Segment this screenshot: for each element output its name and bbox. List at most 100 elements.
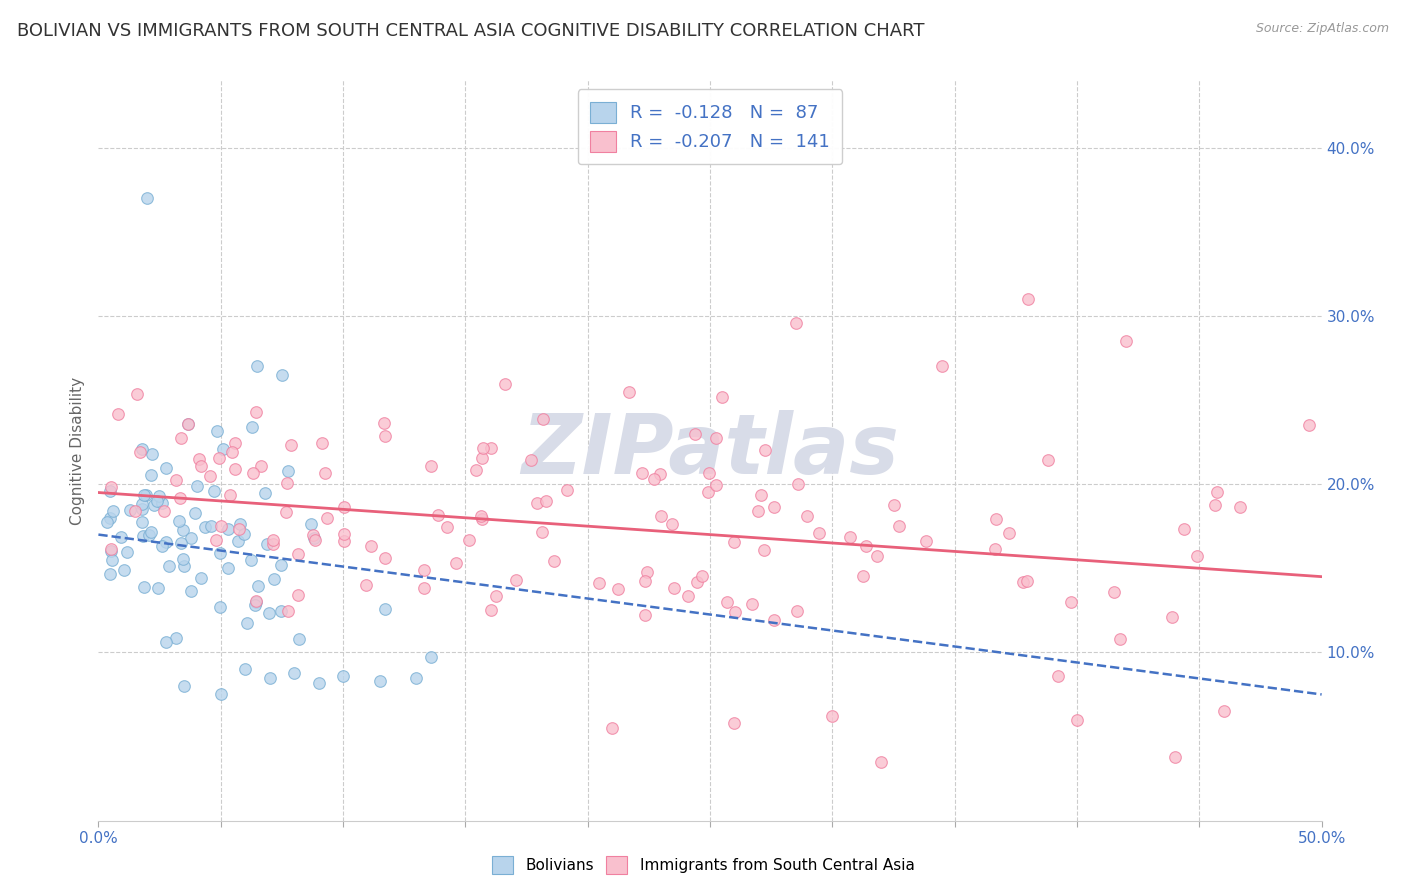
- Point: [315, 511, 337, 525]
- Point: [233, 662, 256, 676]
- Point: [148, 489, 170, 503]
- Point: [101, 504, 124, 518]
- Point: [141, 468, 163, 483]
- Point: [633, 574, 655, 589]
- Point: [209, 546, 232, 560]
- Point: [600, 721, 623, 735]
- Point: [472, 441, 495, 455]
- Point: [208, 600, 231, 615]
- Legend: R =  -0.128   N =  87, R =  -0.207   N =  141: R = -0.128 N = 87, R = -0.207 N = 141: [578, 89, 842, 164]
- Point: [1108, 632, 1130, 647]
- Point: [100, 567, 122, 582]
- Point: [855, 539, 877, 553]
- Point: [202, 483, 225, 498]
- Point: [180, 531, 202, 545]
- Point: [257, 606, 280, 620]
- Point: [984, 512, 1007, 526]
- Point: [245, 594, 267, 608]
- Y-axis label: Cognitive Disability: Cognitive Disability: [69, 376, 84, 524]
- Point: [588, 576, 610, 591]
- Point: [821, 709, 844, 723]
- Point: [606, 582, 628, 596]
- Point: [636, 565, 658, 579]
- Point: [531, 412, 554, 426]
- Point: [155, 635, 177, 649]
- Point: [427, 508, 450, 522]
- Point: [170, 536, 193, 550]
- Point: [412, 563, 434, 577]
- Point: [228, 522, 250, 536]
- Point: [169, 491, 191, 506]
- Point: [283, 665, 305, 680]
- Point: [650, 509, 672, 524]
- Point: [1115, 334, 1137, 348]
- Point: [470, 511, 492, 525]
- Point: [436, 519, 458, 533]
- Point: [205, 424, 228, 438]
- Point: [752, 542, 775, 557]
- Point: [141, 447, 163, 461]
- Point: [136, 191, 159, 205]
- Point: [808, 526, 831, 541]
- Point: [270, 603, 292, 617]
- Point: [209, 688, 232, 702]
- Point: [262, 533, 284, 548]
- Point: [723, 535, 745, 549]
- Point: [100, 479, 122, 493]
- Point: [101, 553, 124, 567]
- Point: [302, 528, 325, 542]
- Point: [419, 458, 441, 473]
- Point: [280, 438, 302, 452]
- Point: [250, 458, 273, 473]
- Point: [360, 539, 382, 553]
- Point: [471, 451, 494, 466]
- Point: [332, 527, 354, 541]
- Point: [217, 561, 239, 575]
- Point: [270, 558, 292, 572]
- Point: [256, 537, 278, 551]
- Point: [676, 589, 699, 603]
- Point: [931, 359, 953, 374]
- Point: [332, 500, 354, 515]
- Point: [866, 549, 889, 563]
- Point: [245, 595, 267, 609]
- Text: BOLIVIAN VS IMMIGRANTS FROM SOUTH CENTRAL ASIA COGNITIVE DISABILITY CORRELATION : BOLIVIAN VS IMMIGRANTS FROM SOUTH CENTRA…: [17, 22, 924, 40]
- Point: [883, 499, 905, 513]
- Point: [120, 502, 142, 516]
- Point: [630, 466, 652, 480]
- Point: [100, 543, 122, 558]
- Point: [1229, 500, 1251, 514]
- Point: [1036, 453, 1059, 467]
- Point: [683, 427, 706, 442]
- Point: [224, 462, 246, 476]
- Point: [139, 525, 162, 540]
- Point: [711, 390, 734, 404]
- Point: [543, 554, 565, 568]
- Point: [205, 533, 228, 547]
- Point: [686, 574, 709, 589]
- Point: [287, 547, 309, 561]
- Point: [173, 679, 195, 693]
- Point: [274, 505, 297, 519]
- Point: [247, 579, 270, 593]
- Legend: Bolivians, Immigrants from South Central Asia: Bolivians, Immigrants from South Central…: [485, 850, 921, 880]
- Point: [208, 451, 231, 466]
- Point: [224, 435, 246, 450]
- Point: [167, 514, 190, 528]
- Point: [754, 442, 776, 457]
- Point: [1102, 584, 1125, 599]
- Point: [870, 755, 893, 769]
- Text: ZIPatlas: ZIPatlas: [522, 410, 898, 491]
- Point: [245, 599, 267, 613]
- Point: [704, 431, 727, 445]
- Point: [1011, 574, 1033, 589]
- Point: [505, 573, 527, 587]
- Point: [143, 498, 166, 512]
- Point: [534, 493, 557, 508]
- Point: [217, 522, 239, 536]
- Point: [270, 368, 294, 382]
- Point: [131, 442, 153, 456]
- Point: [242, 419, 264, 434]
- Point: [699, 466, 721, 480]
- Point: [526, 496, 548, 510]
